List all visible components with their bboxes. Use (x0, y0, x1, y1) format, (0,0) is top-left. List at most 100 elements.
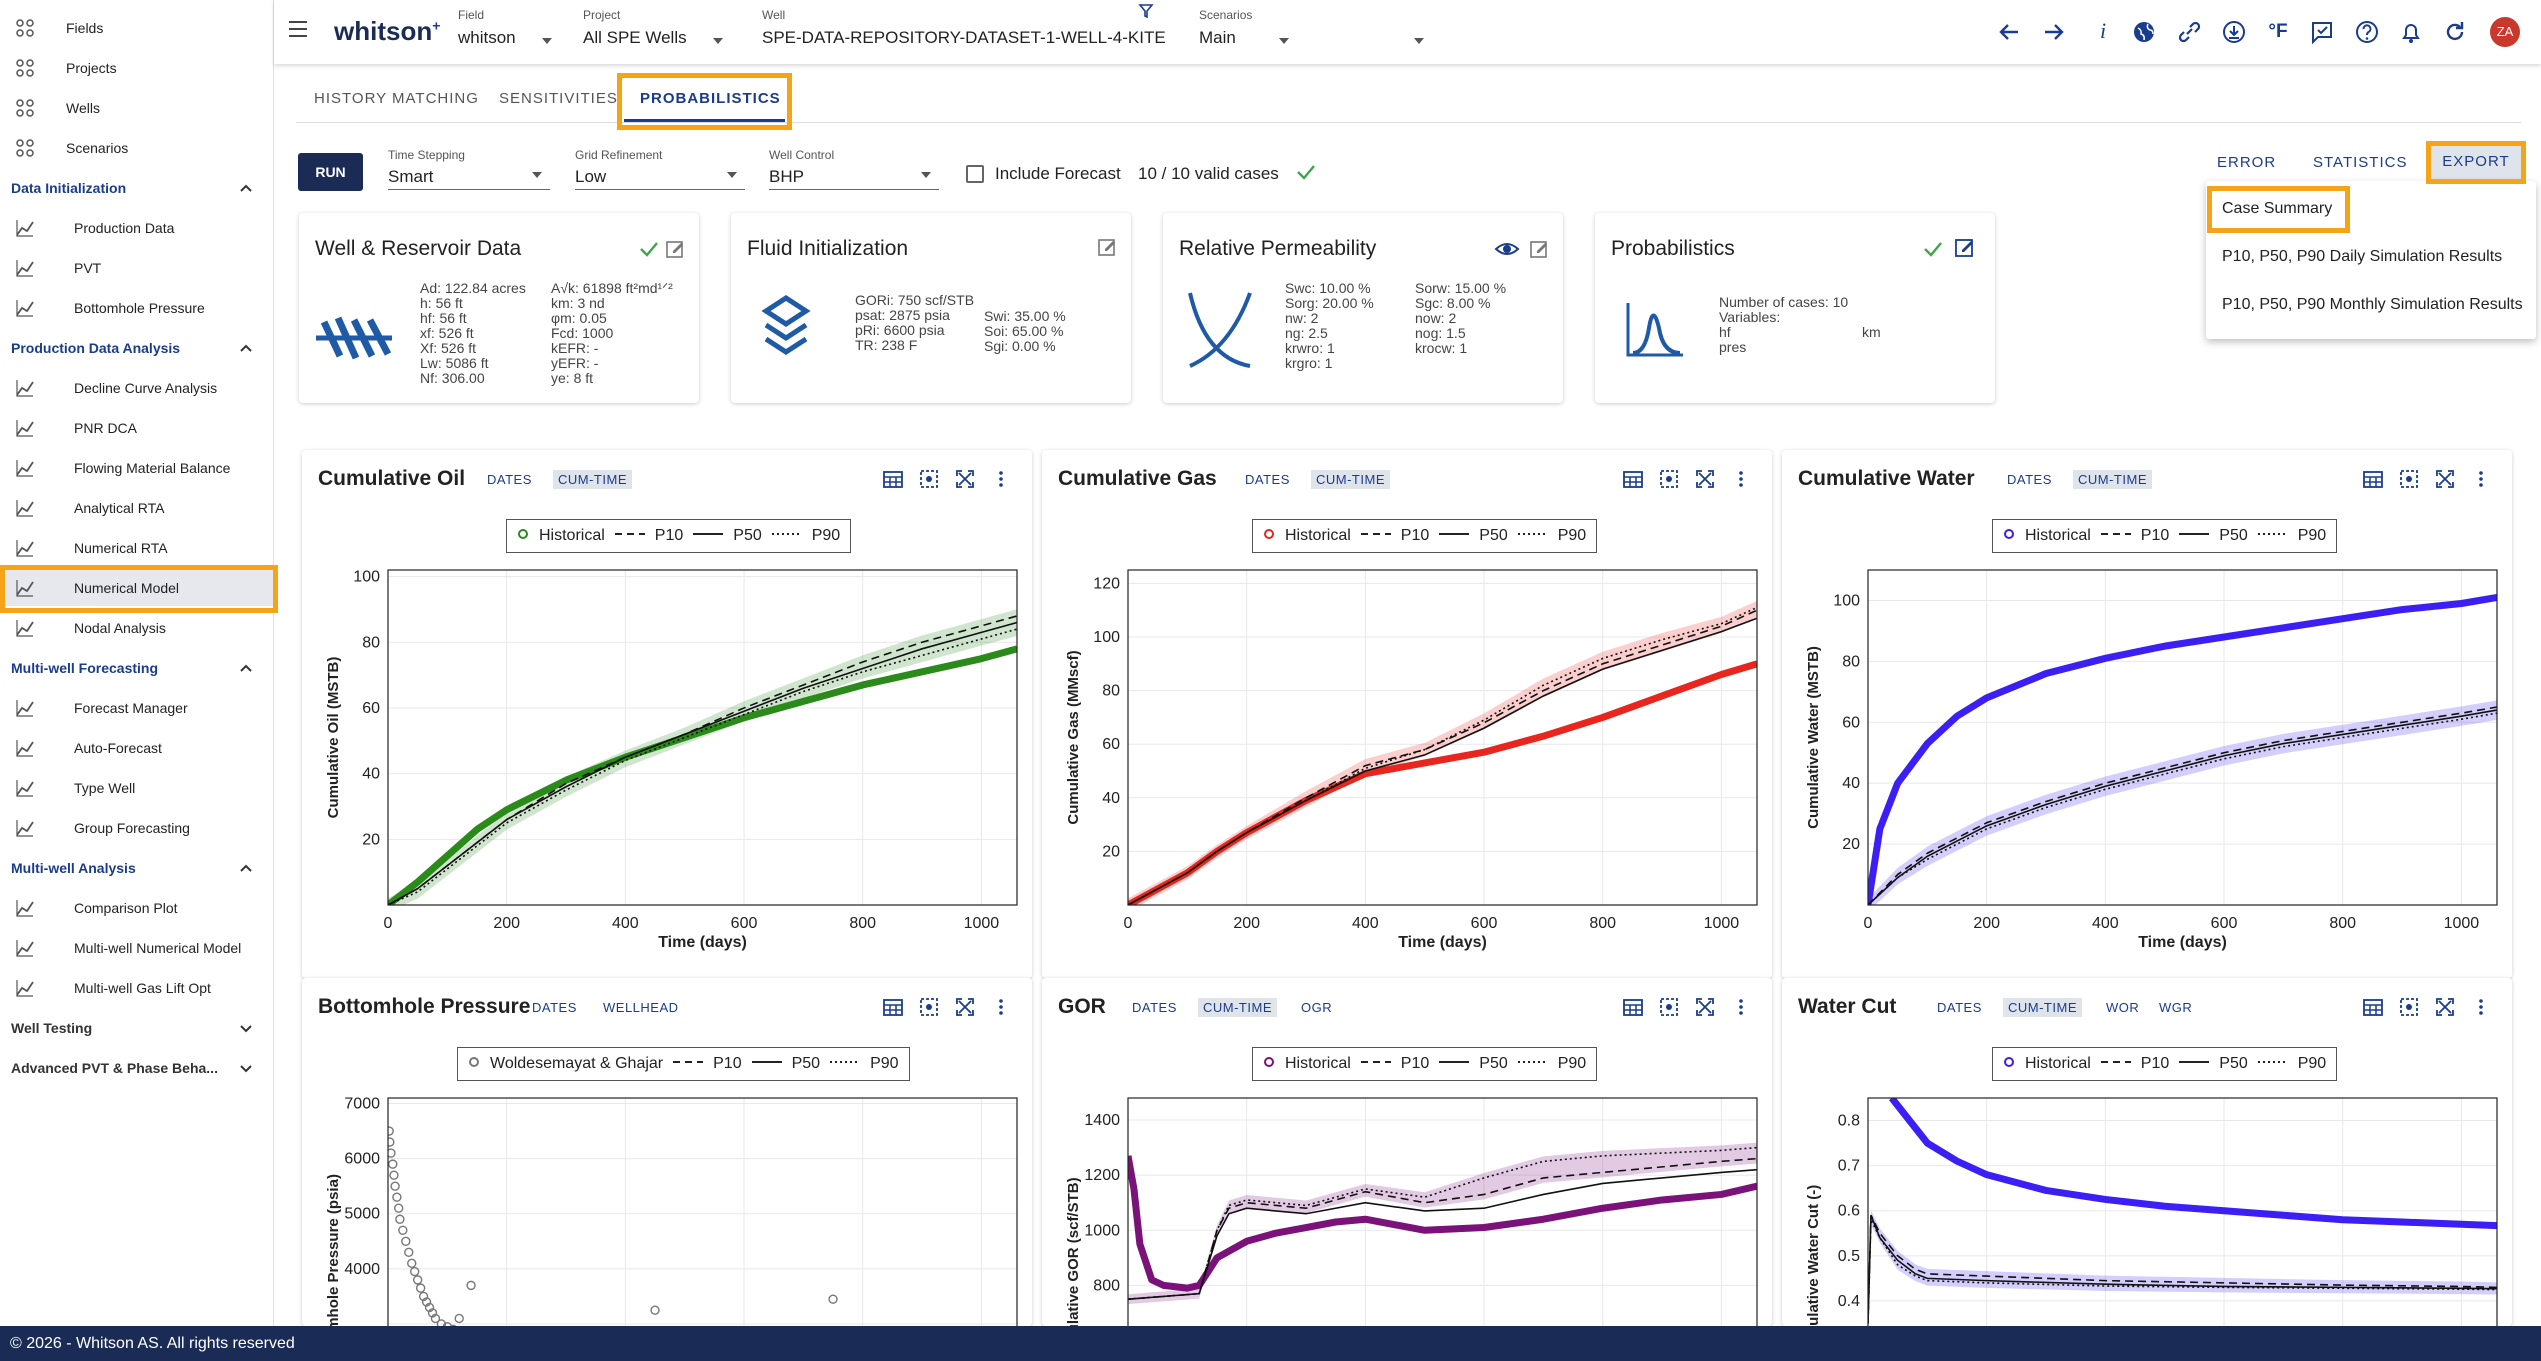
sidebar-item-numerical-model[interactable]: Numerical Model (0, 570, 274, 606)
chip-wgr[interactable]: WGR (2159, 1000, 2193, 1015)
table-icon[interactable] (882, 468, 904, 490)
sidebar-item-comparison-plot[interactable]: Comparison Plot (0, 890, 274, 926)
sidebar-item-analytical-rta[interactable]: Analytical RTA (0, 490, 274, 526)
zoom-fit-icon[interactable] (2398, 468, 2420, 490)
fullscreen-icon[interactable] (954, 996, 976, 1018)
sidebar-group-multi-well-analysis[interactable]: Multi-well Analysis (0, 850, 274, 886)
chip-dates[interactable]: DATES (2007, 472, 2052, 487)
refresh-icon[interactable] (2441, 18, 2469, 46)
filter-icon[interactable] (1138, 4, 1154, 19)
project-select[interactable]: Project All SPE Wells (583, 8, 733, 48)
sidebar-item-multi-well-numerical-model[interactable]: Multi-well Numerical Model (0, 930, 274, 966)
card-relative-permeability[interactable]: Relative Permeability Swc: 10.00 % Sorg: … (1163, 213, 1563, 403)
chip-dates[interactable]: DATES (532, 1000, 577, 1015)
more-vert-icon[interactable] (1730, 468, 1752, 490)
sidebar-item-numerical-rta[interactable]: Numerical RTA (0, 530, 274, 566)
chip-dates[interactable]: DATES (1245, 472, 1290, 487)
sidebar-item-decline-curve-analysis[interactable]: Decline Curve Analysis (0, 370, 274, 406)
avatar[interactable]: ZA (2490, 17, 2520, 47)
include-forecast-checkbox[interactable] (966, 165, 984, 183)
download-circle-icon[interactable] (2220, 18, 2248, 46)
chip-cum-time[interactable]: CUM-TIME (2073, 470, 2152, 489)
chip-cum-time[interactable]: CUM-TIME (553, 470, 632, 489)
sidebar-item-wells[interactable]: Wells (0, 90, 274, 126)
logo[interactable]: whitson+ (334, 16, 440, 47)
table-icon[interactable] (2362, 468, 2384, 490)
grid-refinement-select[interactable]: Grid Refinement Low (575, 148, 745, 190)
back-arrow-icon[interactable] (1996, 18, 2024, 46)
sidebar-group-advanced-pvt-phase-beha[interactable]: Advanced PVT & Phase Beha... (0, 1050, 274, 1086)
sidebar-group-multi-well-forecasting[interactable]: Multi-well Forecasting (0, 650, 274, 686)
table-icon[interactable] (882, 996, 904, 1018)
eye-icon[interactable] (1494, 239, 1520, 259)
edit-icon[interactable] (1529, 239, 1549, 259)
fullscreen-icon[interactable] (1694, 468, 1716, 490)
time-stepping-select[interactable]: Time Stepping Smart (388, 148, 550, 190)
sidebar-item-scenarios[interactable]: Scenarios (0, 130, 274, 166)
sidebar-item-flowing-material-balance[interactable]: Flowing Material Balance (0, 450, 274, 486)
card-well-reservoir[interactable]: Well & Reservoir Data Ad: 122.84 acres h:… (299, 213, 699, 403)
fullscreen-icon[interactable] (954, 468, 976, 490)
sidebar-item-type-well[interactable]: Type Well (0, 770, 274, 806)
chip-dates[interactable]: DATES (1132, 1000, 1177, 1015)
table-icon[interactable] (1622, 468, 1644, 490)
sidebar-item-multi-well-gas-lift-opt[interactable]: Multi-well Gas Lift Opt (0, 970, 274, 1006)
edit-icon[interactable] (1954, 237, 1976, 259)
more-vert-icon[interactable] (1730, 996, 1752, 1018)
sidebar-item-production-data[interactable]: Production Data (0, 210, 274, 246)
edit-icon[interactable] (665, 239, 685, 259)
sidebar-item-pvt[interactable]: PVT (0, 250, 274, 286)
fullscreen-icon[interactable] (2434, 468, 2456, 490)
sidebar-item-bottomhole-pressure[interactable]: Bottomhole Pressure (0, 290, 274, 326)
card-fluid-initialization[interactable]: Fluid Initialization GORi: 750 scf/STB ps… (731, 213, 1131, 403)
sidebar-group-data-initialization[interactable]: Data Initialization (0, 170, 274, 206)
zoom-fit-icon[interactable] (1658, 996, 1680, 1018)
sidebar-item-projects[interactable]: Projects (0, 50, 274, 86)
chip-cum-time[interactable]: CUM-TIME (1198, 998, 1277, 1017)
sidebar-item-auto-forecast[interactable]: Auto-Forecast (0, 730, 274, 766)
chip-cum-time[interactable]: CUM-TIME (1311, 470, 1390, 489)
chip-ogr[interactable]: OGR (1301, 1000, 1333, 1015)
menu-item-daily-results[interactable]: P10, P50, P90 Daily Simulation Results (2222, 248, 2503, 265)
info-icon[interactable]: i (2099, 18, 2107, 43)
error-button[interactable]: ERROR (2217, 154, 2277, 171)
more-vert-icon[interactable] (990, 996, 1012, 1018)
sidebar-group-well-testing[interactable]: Well Testing (0, 1010, 274, 1046)
fullscreen-icon[interactable] (2434, 996, 2456, 1018)
sidebar-item-group-forecasting[interactable]: Group Forecasting (0, 810, 274, 846)
table-icon[interactable] (1622, 996, 1644, 1018)
sidebar-group-production-data-analysis[interactable]: Production Data Analysis (0, 330, 274, 366)
help-icon[interactable] (2353, 18, 2381, 46)
tab-history-matching[interactable]: HISTORY MATCHING (314, 90, 479, 107)
fullscreen-icon[interactable] (1694, 996, 1716, 1018)
chip-wor[interactable]: WOR (2106, 1000, 2140, 1015)
field-select[interactable]: Field whitson (458, 8, 552, 48)
well-control-select[interactable]: Well Control BHP (769, 148, 939, 190)
table-icon[interactable] (2362, 996, 2384, 1018)
chip-cum-time[interactable]: CUM-TIME (2003, 998, 2082, 1017)
edit-icon[interactable] (1097, 237, 1117, 257)
zoom-fit-icon[interactable] (2398, 996, 2420, 1018)
menu-icon[interactable] (289, 20, 311, 38)
temperature-unit-icon[interactable]: °F (2268, 21, 2288, 42)
forward-arrow-icon[interactable] (2040, 18, 2068, 46)
menu-item-case-summary[interactable]: Case Summary (2222, 200, 2333, 217)
feedback-icon[interactable] (2308, 18, 2336, 46)
menu-item-monthly-results[interactable]: P10, P50, P90 Monthly Simulation Results (2222, 296, 2523, 313)
statistics-button[interactable]: STATISTICS (2313, 154, 2408, 171)
export-button[interactable]: EXPORT (2430, 144, 2522, 180)
more-vert-icon[interactable] (2470, 468, 2492, 490)
zoom-fit-icon[interactable] (918, 996, 940, 1018)
link-icon[interactable] (2175, 18, 2203, 46)
notification-bell-icon[interactable] (2397, 18, 2425, 46)
tab-sensitivities[interactable]: SENSITIVITIES (499, 90, 618, 107)
more-vert-icon[interactable] (2470, 996, 2492, 1018)
sidebar-item-nodal-analysis[interactable]: Nodal Analysis (0, 610, 274, 646)
sidebar-item-pnr-dca[interactable]: PNR DCA (0, 410, 274, 446)
sidebar-item-forecast-manager[interactable]: Forecast Manager (0, 690, 274, 726)
chip-dates[interactable]: DATES (487, 472, 532, 487)
tab-probabilistics[interactable]: PROBABILISTICS (640, 90, 781, 107)
chip-wellhead[interactable]: WELLHEAD (603, 1000, 679, 1015)
sidebar-item-fields[interactable]: Fields (0, 10, 274, 46)
zoom-fit-icon[interactable] (918, 468, 940, 490)
